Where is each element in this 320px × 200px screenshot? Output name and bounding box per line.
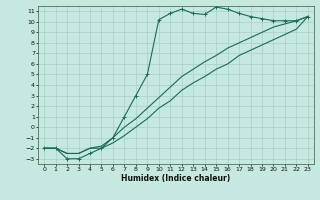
X-axis label: Humidex (Indice chaleur): Humidex (Indice chaleur) [121, 174, 231, 183]
